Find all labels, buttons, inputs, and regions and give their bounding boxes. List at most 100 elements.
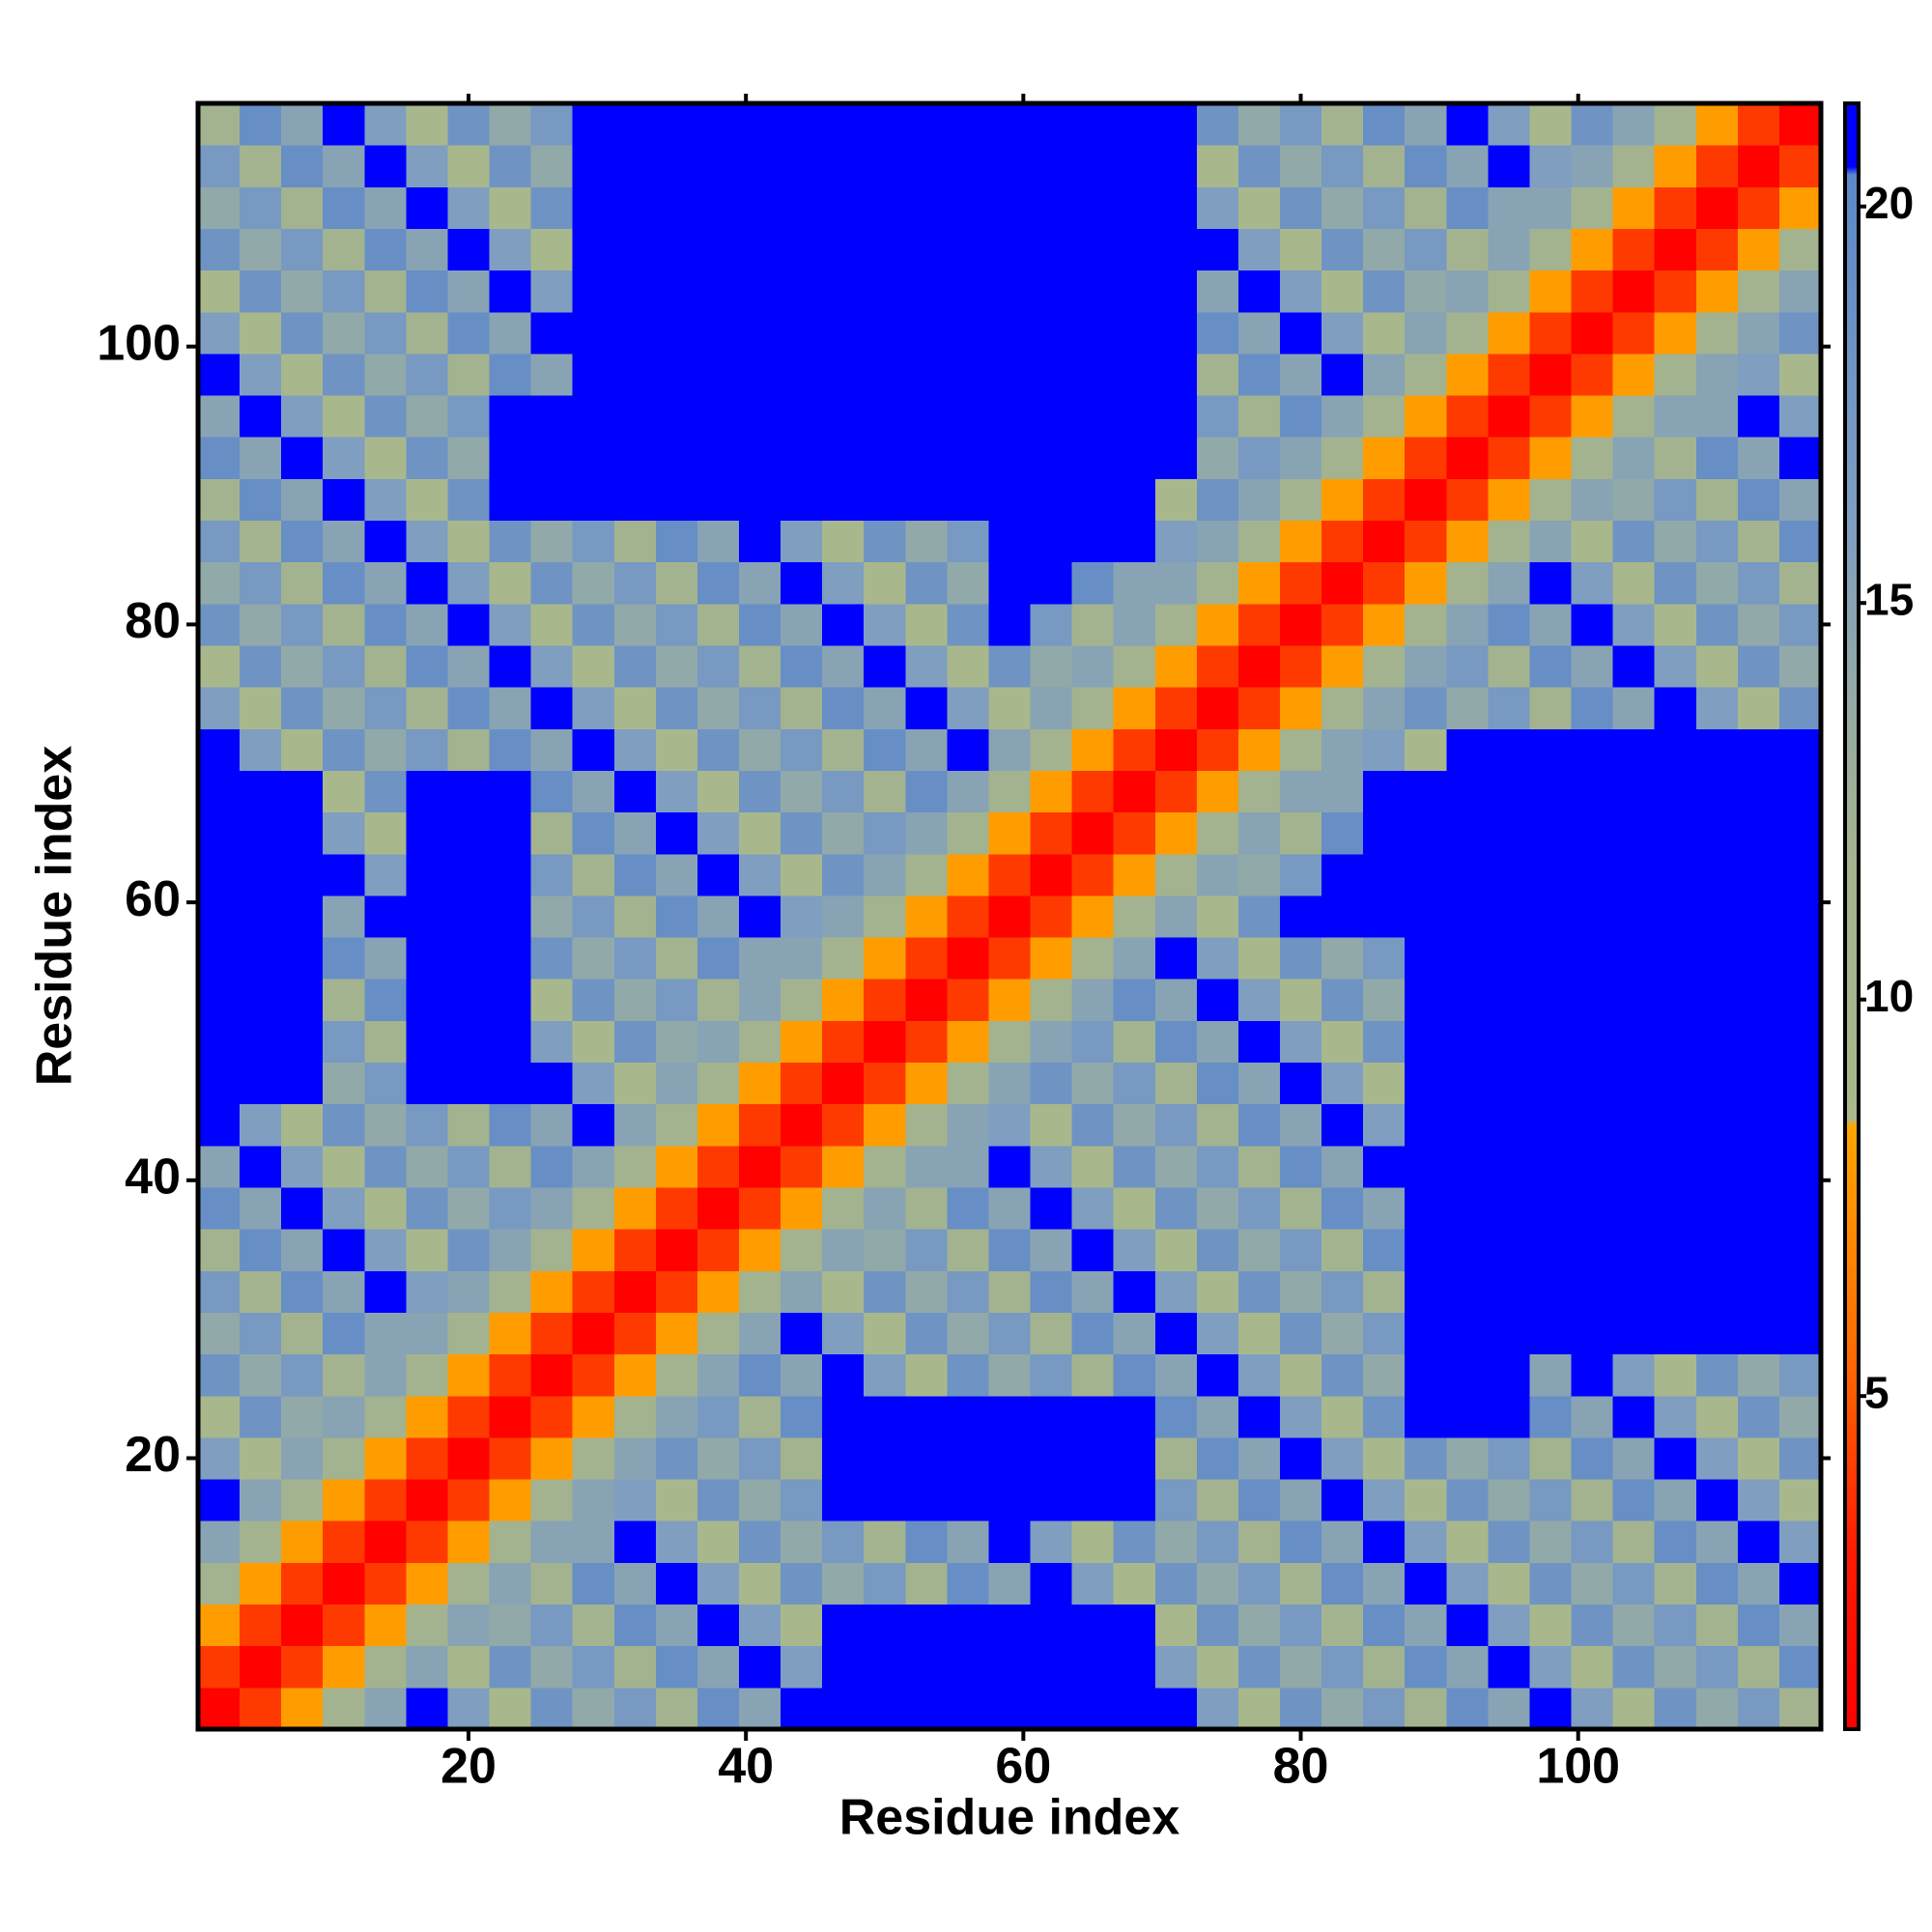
heatmap-cell xyxy=(1654,1145,1697,1188)
heatmap-cell xyxy=(1071,1562,1115,1605)
heatmap-cell xyxy=(1695,1520,1739,1563)
heatmap-cell xyxy=(1196,811,1239,855)
heatmap-cell xyxy=(988,520,1032,563)
heatmap-cell xyxy=(905,1187,948,1230)
heatmap-cell xyxy=(1737,478,1780,522)
heatmap-cell xyxy=(1321,1229,1364,1271)
heatmap-cell xyxy=(1654,770,1697,813)
heatmap-cell xyxy=(447,353,491,396)
heatmap-cell xyxy=(1488,1270,1530,1313)
heatmap-cell xyxy=(1280,103,1322,146)
heatmap-cell xyxy=(406,520,448,563)
heatmap-cell xyxy=(572,1687,615,1730)
heatmap-cell xyxy=(1571,811,1614,855)
x-axis-label: Residue index xyxy=(839,1790,1180,1846)
heatmap-cell xyxy=(1030,186,1073,229)
heatmap-cell xyxy=(696,645,740,688)
heatmap-cell xyxy=(1654,603,1697,646)
heatmap-cell xyxy=(1154,520,1198,563)
heatmap-cell xyxy=(905,1103,948,1147)
heatmap-cell xyxy=(781,853,823,896)
heatmap-cell xyxy=(323,186,365,229)
heatmap-cell xyxy=(1071,311,1115,355)
heatmap-cell xyxy=(1030,228,1073,271)
heatmap-cell xyxy=(406,1436,448,1480)
heatmap-cell xyxy=(655,603,698,646)
heatmap-cell xyxy=(696,1312,740,1355)
heatmap-cell xyxy=(1321,520,1364,563)
heatmap-cell xyxy=(1405,1229,1447,1271)
heatmap-cell xyxy=(696,437,740,479)
heatmap-cell xyxy=(364,395,407,438)
heatmap-cell xyxy=(905,811,948,855)
heatmap-cell xyxy=(1321,1687,1364,1730)
heatmap-cell xyxy=(1113,811,1156,855)
heatmap-cell xyxy=(1737,561,1780,605)
heatmap-cell xyxy=(1529,1687,1573,1730)
heatmap-cell xyxy=(406,145,448,187)
heatmap-cell xyxy=(1196,478,1239,522)
heatmap-cell xyxy=(1280,270,1322,313)
heatmap-cell xyxy=(781,1229,823,1271)
heatmap-cell xyxy=(1446,437,1489,479)
heatmap-cell xyxy=(406,1604,448,1647)
heatmap-cell xyxy=(530,1479,574,1521)
heatmap-cell xyxy=(822,645,865,688)
heatmap-cell xyxy=(1612,228,1656,271)
heatmap-cell xyxy=(1363,1353,1406,1397)
heatmap-cell xyxy=(530,770,574,813)
heatmap-cell xyxy=(1154,811,1198,855)
heatmap-cell xyxy=(781,895,823,938)
heatmap-cell xyxy=(1654,1479,1697,1521)
heatmap-cell xyxy=(572,1562,615,1605)
heatmap-cell xyxy=(1363,1436,1406,1480)
heatmap-cell xyxy=(1571,1020,1614,1064)
heatmap-cell xyxy=(1321,228,1364,271)
heatmap-cell xyxy=(988,1270,1032,1313)
heatmap-cell xyxy=(613,1645,657,1689)
heatmap-cell xyxy=(447,186,491,229)
heatmap-cell xyxy=(1363,1395,1406,1438)
heatmap-cell xyxy=(1529,186,1573,229)
heatmap-cell xyxy=(489,145,532,187)
heatmap-cell xyxy=(613,1145,657,1188)
heatmap-cell xyxy=(781,1312,823,1355)
heatmap-cell xyxy=(1237,1562,1281,1605)
heatmap-cell xyxy=(530,1229,574,1271)
heatmap-cell xyxy=(1113,687,1156,729)
heatmap-cell xyxy=(1571,311,1614,355)
heatmap-cell xyxy=(572,1520,615,1563)
heatmap-cell xyxy=(1488,1103,1530,1147)
heatmap-cell xyxy=(947,561,989,605)
heatmap-cell xyxy=(613,1562,657,1605)
heatmap-cell xyxy=(1695,228,1739,271)
heatmap-cell xyxy=(1654,1020,1697,1064)
heatmap-cell xyxy=(864,395,906,438)
heatmap-cell xyxy=(1529,1353,1573,1397)
heatmap-cell xyxy=(1778,1395,1822,1438)
heatmap-cell xyxy=(1612,520,1656,563)
heatmap-cell xyxy=(1196,1645,1239,1689)
heatmap-cell xyxy=(696,1145,740,1188)
heatmap-cell xyxy=(1280,687,1322,729)
heatmap-cell xyxy=(1571,437,1614,479)
heatmap-cell xyxy=(988,770,1032,813)
heatmap-cell xyxy=(1237,1187,1281,1230)
heatmap-cell xyxy=(364,478,407,522)
heatmap-cell xyxy=(1654,437,1697,479)
heatmap-cell xyxy=(1196,728,1239,771)
heatmap-cell xyxy=(1695,1353,1739,1397)
heatmap-cell xyxy=(1778,1270,1822,1313)
heatmap-cell xyxy=(240,1604,282,1647)
heatmap-cell xyxy=(1363,1229,1406,1271)
heatmap-cell xyxy=(613,1520,657,1563)
heatmap-cell xyxy=(572,1604,615,1647)
heatmap-cell xyxy=(1405,687,1447,729)
heatmap-cell xyxy=(1154,770,1198,813)
heatmap-cell xyxy=(1030,728,1073,771)
heatmap-cell xyxy=(947,728,989,771)
heatmap-cell xyxy=(1612,728,1656,771)
heatmap-cell xyxy=(281,1520,324,1563)
heatmap-cell xyxy=(613,228,657,271)
heatmap-cell xyxy=(530,1645,574,1689)
